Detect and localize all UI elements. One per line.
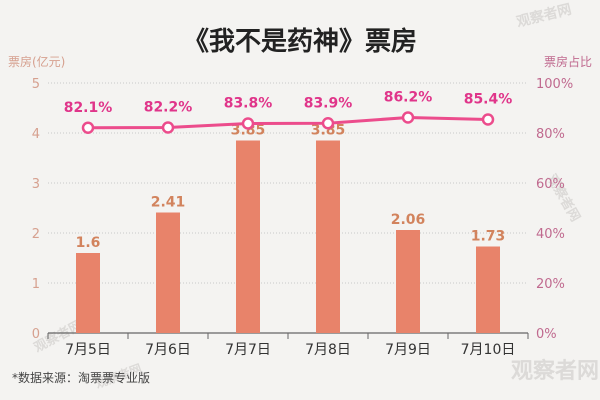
y-tick-right: 60%: [536, 177, 565, 192]
y-tick-left: 1: [32, 277, 40, 292]
y-tick-right: 100%: [536, 77, 573, 92]
line-data-label: 82.1%: [64, 100, 113, 116]
line-data-label: 85.4%: [464, 92, 513, 108]
line-point: [81, 121, 95, 134]
x-tick-label: 7月5日: [65, 342, 111, 358]
bar-data-label: 3.85: [311, 123, 346, 139]
line-data-label: 86.2%: [384, 90, 433, 106]
bar: [156, 212, 180, 333]
y-tick-left: 4: [32, 127, 40, 142]
chart-title: 《我不是药神》票房: [183, 27, 417, 57]
bar: [396, 230, 420, 333]
bar-data-label: 3.85: [231, 123, 266, 139]
x-tick-label: 7月7日: [225, 342, 271, 358]
bar: [76, 253, 100, 333]
line-path: [87, 115, 489, 130]
y-tick-left: 3: [32, 177, 40, 192]
x-tick-label: 7月6日: [145, 342, 191, 358]
bar-series: 1.6 2.41 3.85 3.85 2.06 1.73: [76, 123, 506, 333]
y-tick-right: 40%: [536, 227, 565, 242]
bar-data-label: 1.73: [471, 229, 506, 245]
y-tick-left: 0: [32, 327, 40, 342]
line-point: [401, 111, 415, 124]
y-tick-right: 20%: [536, 277, 565, 292]
y-ticks-left: 0 1 2 3 4 5: [32, 77, 40, 342]
y-axis-label-left: 票房(亿元): [8, 54, 65, 69]
x-tick-label: 7月9日: [385, 342, 431, 358]
y-tick-right: 80%: [536, 127, 565, 142]
bar: [316, 140, 340, 333]
bar-data-label: 2.41: [151, 195, 186, 211]
line-data-label: 82.2%: [144, 100, 193, 116]
y-tick-left: 5: [32, 77, 40, 92]
line-point: [161, 121, 175, 134]
y-ticks-right: 0% 20% 40% 60% 80% 100%: [536, 77, 573, 342]
y-tick-left: 2: [32, 227, 40, 242]
line-point: [241, 117, 255, 130]
bar: [476, 246, 500, 333]
source-note: *数据来源：淘票票专业版: [12, 370, 150, 385]
line-point: [321, 117, 335, 130]
grid-lines: [48, 82, 528, 334]
y-tick-right: 0%: [536, 327, 557, 342]
x-tick-label: 7月10日: [461, 342, 516, 358]
x-tick-label: 7月8日: [305, 342, 351, 358]
bar-data-label: 1.6: [76, 235, 101, 251]
line-point: [481, 113, 495, 126]
watermark-text: 观察者网: [511, 358, 599, 384]
line-series: 82.1% 82.2% 83.8% 83.9% 86.2% 85.4%: [64, 90, 513, 134]
x-ticks: 7月5日 7月6日 7月7日 7月8日 7月9日 7月10日: [47, 333, 529, 358]
y-axis-label-right: 票房占比: [544, 54, 592, 69]
bar: [236, 140, 260, 333]
line-data-label: 83.9%: [304, 95, 353, 111]
watermark-text: 观察者网: [515, 1, 573, 31]
line-data-label: 83.8%: [224, 96, 273, 112]
bar-data-label: 2.06: [391, 212, 426, 228]
